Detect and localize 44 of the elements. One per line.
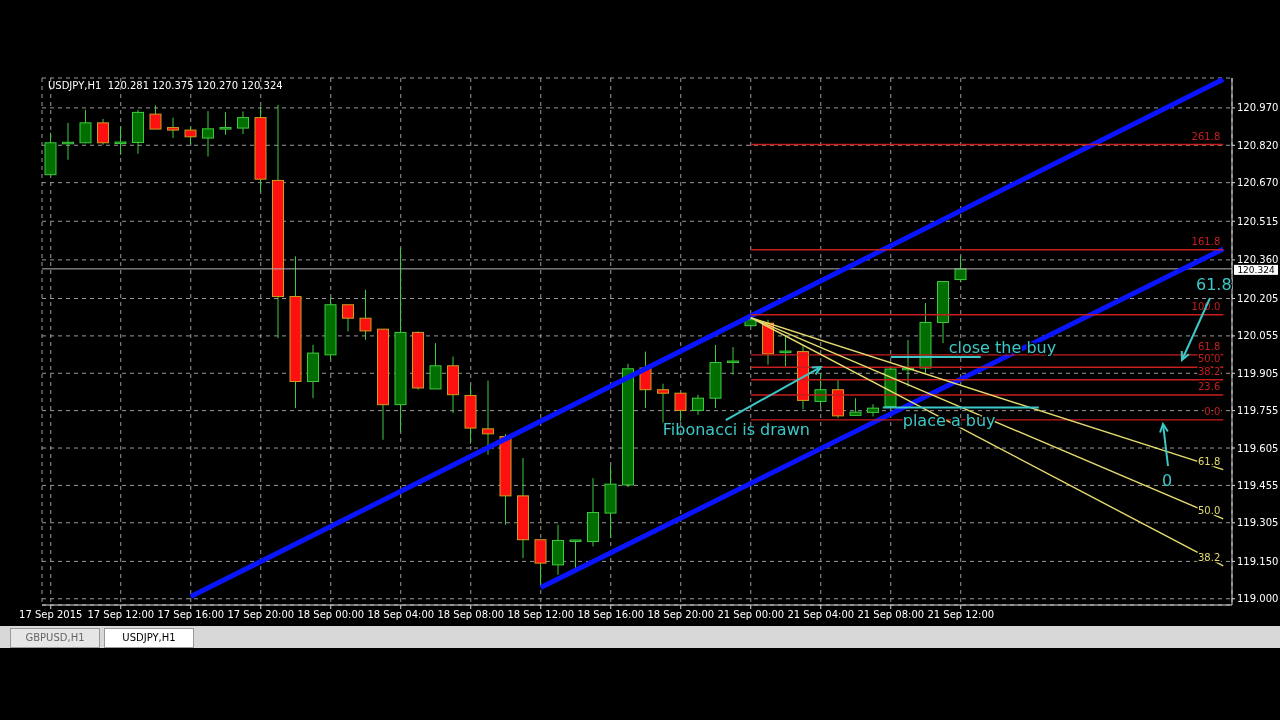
x-tick-label: 18 Sep 12:00: [507, 609, 575, 621]
ref-line-label: 120.324: [1237, 264, 1275, 275]
y-tick-label: 119.605: [1237, 442, 1279, 454]
x-tick-label: 21 Sep 08:00: [857, 609, 925, 621]
annotation: 0: [1162, 471, 1173, 490]
annotation: close the buy: [948, 338, 1057, 358]
y-tick-label: 120.820: [1237, 139, 1279, 151]
y-tick-label: 119.000: [1237, 593, 1279, 605]
y-tick-label: 120.360: [1237, 254, 1279, 266]
x-tick-label: 18 Sep 20:00: [647, 609, 715, 621]
y-tick-label: 119.755: [1237, 405, 1279, 417]
chart-title: USDJPY,H1 120.281 120.375 120.270 120.324: [48, 80, 283, 91]
series-label: 23.6: [1197, 380, 1221, 392]
x-tick-label: 21 Sep 00:00: [717, 609, 785, 621]
x-tick-label: 17 Sep 12:00: [87, 609, 155, 621]
x-tick-label: 18 Sep 04:00: [367, 609, 435, 621]
text: GBPUSD,H1: [10, 628, 100, 648]
series-label: 161.8: [1191, 235, 1221, 247]
y-tick-label: 119.150: [1237, 555, 1279, 567]
y-tick-label: 119.455: [1237, 479, 1279, 491]
series-label: 50.0: [1197, 353, 1221, 365]
annotation: 61.8: [1196, 275, 1232, 294]
series-label: 0.0: [1204, 405, 1221, 417]
annotation: Fibonacci is drawn: [662, 420, 810, 440]
y-tick-label: 120.970: [1237, 102, 1279, 114]
text: USDJPY,H1: [104, 628, 194, 648]
series-label: 61.8: [1197, 340, 1221, 352]
x-tick-label: 21 Sep 04:00: [787, 609, 855, 621]
y-tick-label: 120.670: [1237, 177, 1279, 189]
x-tick-label: 17 Sep 2015: [19, 609, 83, 621]
x-tick-label: 18 Sep 08:00: [437, 609, 505, 621]
series-label: 261.8: [1191, 130, 1221, 142]
y-tick-label: 120.055: [1237, 330, 1279, 342]
x-tick-label: 17 Sep 16:00: [157, 609, 225, 621]
x-tick-label: 18 Sep 16:00: [577, 609, 645, 621]
x-tick-label: 17 Sep 20:00: [227, 609, 295, 621]
y-tick-label: 120.205: [1237, 293, 1279, 305]
x-tick-label: 18 Sep 00:00: [297, 609, 365, 621]
series-label: 38.2: [1197, 365, 1221, 377]
y-tick-label: 119.305: [1237, 517, 1279, 529]
y-tick-label: 120.515: [1237, 215, 1279, 227]
y-tick-label: 119.905: [1237, 367, 1279, 379]
x-tick-label: 21 Sep 12:00: [927, 609, 995, 621]
series-label: 61.8: [1197, 455, 1221, 467]
